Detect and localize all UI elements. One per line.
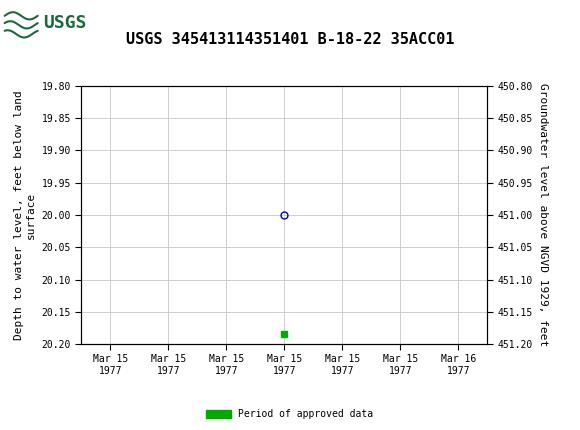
Text: USGS: USGS (44, 14, 87, 31)
Text: USGS 345413114351401 B-18-22 35ACC01: USGS 345413114351401 B-18-22 35ACC01 (126, 32, 454, 47)
Y-axis label: Groundwater level above NGVD 1929, feet: Groundwater level above NGVD 1929, feet (538, 83, 549, 347)
Legend: Period of approved data: Period of approved data (202, 405, 378, 423)
Bar (3, 2, 78, 43)
Y-axis label: Depth to water level, feet below land
surface: Depth to water level, feet below land su… (14, 90, 36, 340)
